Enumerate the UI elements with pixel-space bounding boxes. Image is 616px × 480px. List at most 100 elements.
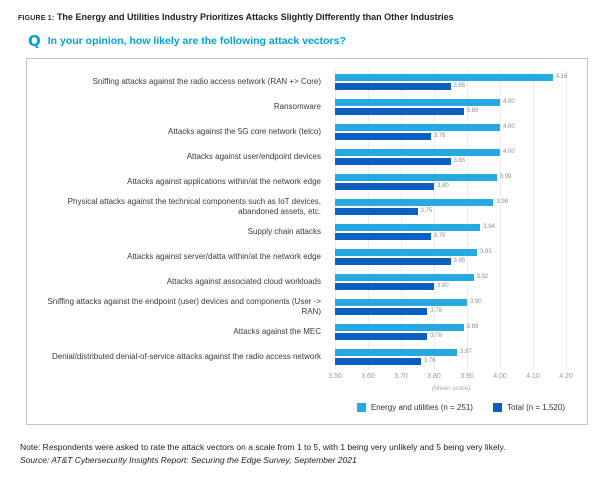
x-tick-label: 4.00	[493, 373, 507, 380]
bar-line: 3.80	[335, 282, 488, 290]
bar-total	[335, 107, 464, 115]
bar-row: Supply chain attacks 3.94 3.79	[27, 219, 587, 244]
figure-title-text: The Energy and Utilities Industry Priori…	[56, 12, 454, 22]
bar-group: 4.00 3.89	[335, 98, 515, 115]
bar-line: 3.78	[335, 307, 482, 315]
bar-row: Sniffing attacks against the radio acces…	[27, 69, 587, 94]
bar-group: 4.00 3.85	[335, 148, 515, 165]
category-label: Attacks against server/datta within/at t…	[127, 251, 321, 261]
bar-line: 3.85	[335, 82, 567, 90]
source-text: Source: AT&T Cybersecurity Insights Repo…	[20, 455, 357, 465]
bar-value-label: 3.79	[433, 233, 446, 239]
bar-value-label: 3.85	[453, 83, 466, 89]
bar-value-label: 3.80	[437, 183, 449, 189]
bar-total	[335, 232, 431, 240]
bar-energy-utilities	[335, 73, 553, 81]
bar-total	[335, 207, 418, 215]
bar-group: 3.93 3.85	[335, 248, 492, 265]
bar-row: Ransomware 4.00 3.89	[27, 94, 587, 119]
bar-line: 3.89	[335, 107, 515, 115]
figure-label: FIGURE 1:	[18, 15, 55, 22]
gridline	[500, 69, 501, 369]
bar-line: 4.00	[335, 148, 515, 156]
bar-total	[335, 182, 434, 190]
bar-total	[335, 132, 431, 140]
bar-value-label: 3.78	[430, 333, 443, 339]
x-tick-label: 4.20	[559, 373, 573, 380]
bar-value-label: 3.85	[453, 158, 466, 164]
bar-row: Attacks against user/endpoint devices 4.0…	[27, 144, 587, 169]
bar-energy-utilities	[335, 348, 458, 356]
bar-total	[335, 357, 421, 365]
bar-line: 3.85	[335, 157, 515, 165]
bar-group: 3.90 3.78	[335, 298, 482, 315]
bar-energy-utilities	[335, 323, 464, 331]
bar-row: Physical attacks against the technical c…	[27, 194, 587, 219]
bar-group: 3.94 3.79	[335, 223, 495, 240]
bar-group: 4.16 3.85	[335, 73, 567, 90]
bar-energy-utilities	[335, 98, 500, 106]
note-text: Note: Respondents were asked to rate the…	[20, 442, 506, 452]
bar-value-label: 3.99	[499, 174, 512, 180]
category-label: Attacks against user/endpoint devices	[186, 151, 321, 161]
bar-row: Attacks against associated cloud workloa…	[27, 269, 587, 294]
bar-line: 3.80	[335, 182, 511, 190]
bar-line: 4.00	[335, 98, 515, 106]
bar-group: 3.99 3.80	[335, 173, 512, 190]
bar-group: 3.89 3.78	[335, 323, 478, 340]
bar-group: 3.92 3.80	[335, 273, 489, 290]
bar-total	[335, 282, 434, 290]
bar-group: 3.98 3.75	[335, 198, 509, 215]
bar-line: 3.99	[335, 173, 512, 181]
gridline	[401, 69, 402, 369]
bar-energy-utilities	[335, 148, 500, 156]
bar-energy-utilities	[335, 173, 497, 181]
gridline	[566, 69, 567, 369]
gridlines	[335, 69, 567, 369]
bar-line: 3.76	[335, 357, 472, 365]
bar-row: Denial/distributed denial-of-service att…	[27, 344, 587, 369]
bar-row: Attacks against server/datta within/at t…	[27, 244, 587, 269]
bar-value-label: 3.85	[453, 258, 466, 264]
bar-line: 3.75	[335, 207, 508, 215]
category-label: Attacks against the MEC	[233, 326, 321, 336]
x-tick-label: 3.50	[328, 373, 342, 380]
bar-row: Sniffing attacks against the endpoint (u…	[27, 294, 587, 319]
bar-value-label: 4.00	[503, 99, 515, 105]
category-label: Physical attacks against the technical c…	[67, 197, 321, 216]
bar-group: 4.00 3.79	[335, 123, 515, 140]
bar-value-label: 3.92	[476, 274, 489, 280]
bar-value-label: 3.75	[420, 208, 433, 214]
category-label: Ransomware	[273, 101, 321, 111]
bar-value-label: 4.00	[503, 149, 515, 155]
bar-line: 3.94	[335, 223, 495, 231]
bar-line: 4.16	[335, 73, 567, 81]
bar-value-label: 3.76	[423, 358, 436, 364]
x-axis-label: (Mean score)	[431, 385, 471, 392]
bar-line: 3.92	[335, 273, 489, 281]
category-label: Attacks against the 5G core network (tel…	[168, 126, 321, 136]
question-row: Q In your opinion, how likely are the fo…	[28, 32, 606, 50]
bar-value-label: 3.78	[430, 308, 443, 314]
chart-container: Sniffing attacks against the radio acces…	[26, 58, 588, 425]
bar-total	[335, 82, 451, 90]
gridline	[533, 69, 534, 369]
footnotes: Note: Respondents were asked to rate the…	[20, 441, 606, 467]
bar-row: Attacks against applications within/at t…	[27, 169, 587, 194]
bar-line: 3.78	[335, 332, 478, 340]
bar-energy-utilities	[335, 248, 477, 256]
bar-value-label: 3.80	[437, 283, 449, 289]
legend-label: Energy and utilities (n = 251)	[370, 403, 473, 412]
bar-energy-utilities	[335, 198, 494, 206]
bar-energy-utilities	[335, 298, 467, 306]
x-axis: 3.50 3.60 3.70 3.80 3.90 4.00 4.10 4.20	[328, 373, 573, 383]
bar-line: 3.79	[335, 232, 495, 240]
x-tick-label: 3.70	[394, 373, 408, 380]
bar-line: 4.00	[335, 123, 515, 131]
legend-swatch	[356, 403, 366, 412]
bar-row: Attacks against the 5G core network (tel…	[27, 119, 587, 144]
category-label: Sniffing attacks against the radio acces…	[92, 76, 321, 86]
bar-value-label: 3.94	[483, 224, 495, 230]
bar-total	[335, 307, 428, 315]
bar-value-label: 3.98	[496, 199, 509, 205]
